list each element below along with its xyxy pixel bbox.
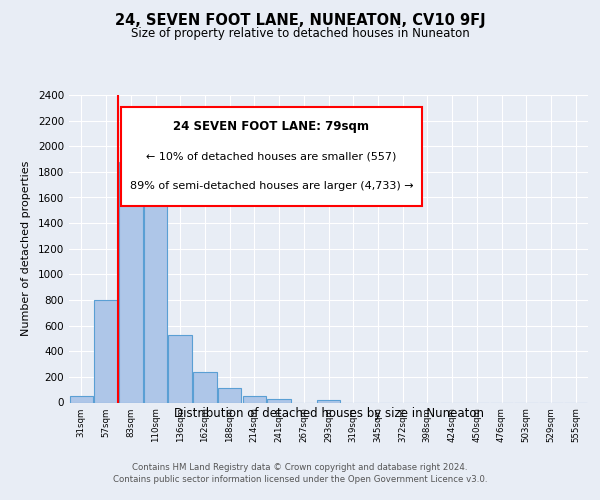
Text: Distribution of detached houses by size in Nuneaton: Distribution of detached houses by size … xyxy=(174,408,484,420)
Bar xyxy=(242,396,266,402)
Bar xyxy=(317,400,340,402)
Text: 89% of semi-detached houses are larger (4,733) →: 89% of semi-detached houses are larger (… xyxy=(130,181,413,191)
Bar xyxy=(94,300,118,402)
Text: Size of property relative to detached houses in Nuneaton: Size of property relative to detached ho… xyxy=(131,28,469,40)
Bar xyxy=(268,398,291,402)
Bar xyxy=(70,396,93,402)
Text: ← 10% of detached houses are smaller (557): ← 10% of detached houses are smaller (55… xyxy=(146,152,397,162)
Text: 24 SEVEN FOOT LANE: 79sqm: 24 SEVEN FOOT LANE: 79sqm xyxy=(173,120,370,134)
Bar xyxy=(144,192,167,402)
Bar xyxy=(193,372,217,402)
Text: Contains public sector information licensed under the Open Government Licence v3: Contains public sector information licen… xyxy=(113,475,487,484)
Text: Contains HM Land Registry data © Crown copyright and database right 2024.: Contains HM Land Registry data © Crown c… xyxy=(132,462,468,471)
Bar xyxy=(218,388,241,402)
Bar xyxy=(119,162,143,402)
FancyBboxPatch shape xyxy=(121,108,422,206)
Y-axis label: Number of detached properties: Number of detached properties xyxy=(21,161,31,336)
Text: 24, SEVEN FOOT LANE, NUNEATON, CV10 9FJ: 24, SEVEN FOOT LANE, NUNEATON, CV10 9FJ xyxy=(115,12,485,28)
Bar xyxy=(169,334,192,402)
